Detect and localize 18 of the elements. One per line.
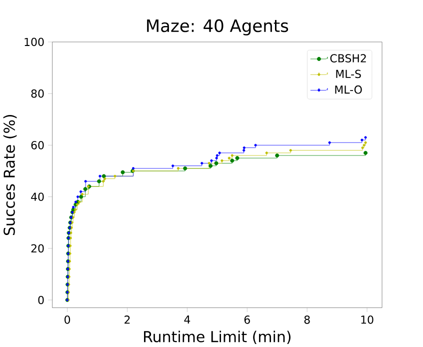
x-tick-label: 2: [124, 315, 130, 324]
y-tick-label: 0: [38, 296, 44, 304]
legend-label: ML-O: [335, 85, 362, 94]
legend-label: ML-S: [336, 70, 361, 78]
y-tick-label: 40: [31, 192, 44, 201]
x-tick-label: 8: [304, 315, 310, 324]
x-tick-label: 4: [184, 315, 190, 324]
x-tick-label: 6: [244, 315, 250, 324]
x-tick-label: 10: [361, 315, 374, 324]
legend-label: CBSH2: [330, 54, 366, 62]
y-tick-label: 80: [31, 89, 44, 98]
y-tick-label: 100: [24, 38, 44, 46]
y-tick-label: 60: [31, 140, 44, 150]
y-axis-title: Succes Rate (%): [3, 114, 17, 235]
y-tick-label: 20: [31, 244, 44, 252]
x-axis-title: Runtime Limit (min): [144, 330, 290, 344]
chart-title: Maze: 40 Agents: [147, 19, 288, 36]
x-tick-label: 0: [64, 315, 70, 324]
